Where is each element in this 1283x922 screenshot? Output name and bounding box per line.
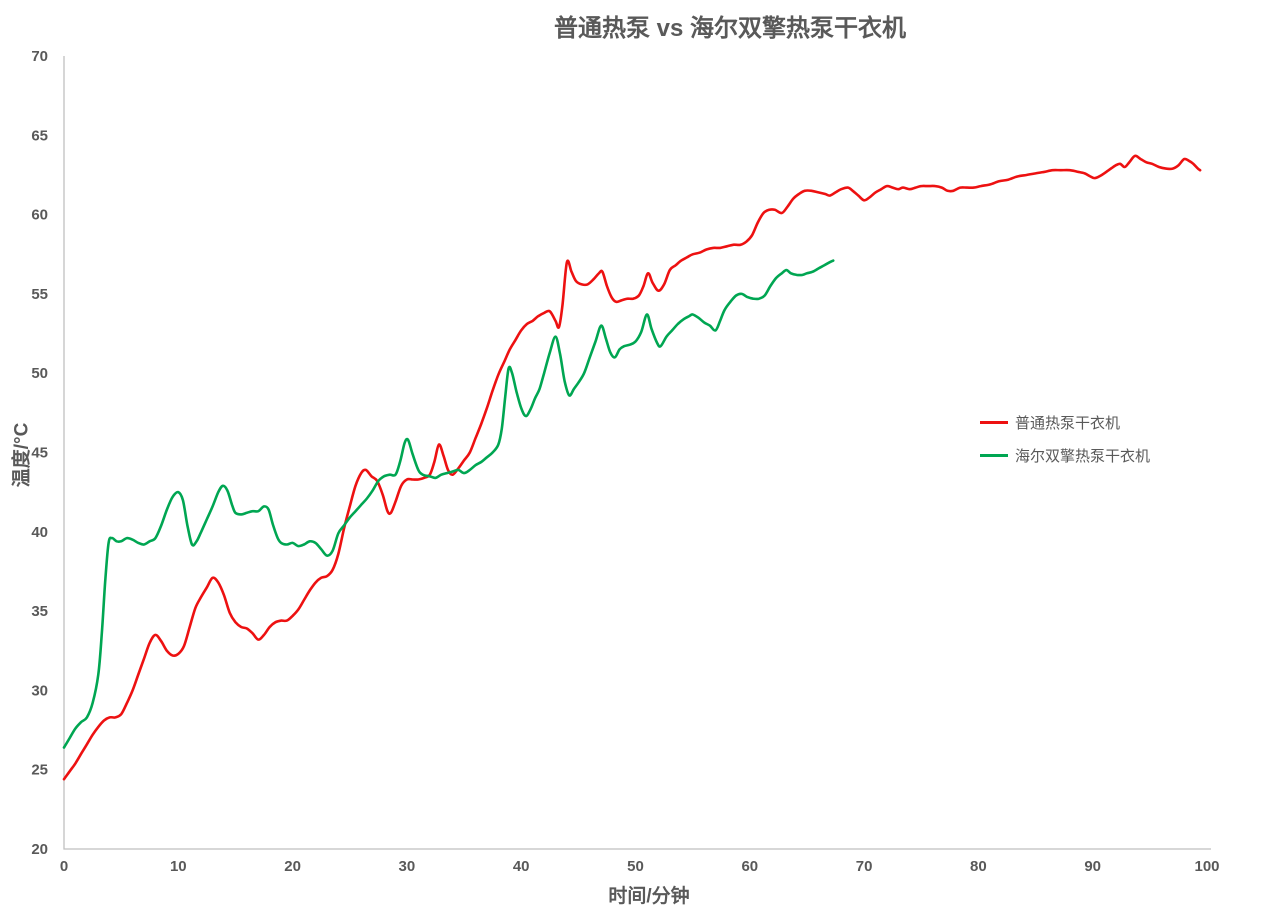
y-tick-label: 70 bbox=[31, 48, 48, 65]
x-tick-label: 10 bbox=[170, 858, 187, 875]
x-tick-label: 50 bbox=[627, 858, 644, 875]
x-tick-label: 100 bbox=[1194, 858, 1219, 875]
x-axis-title: 时间/分钟 bbox=[608, 886, 690, 907]
legend-label: 海尔双擎热泵干衣机 bbox=[1015, 448, 1151, 465]
legend-line-swatch-red bbox=[980, 421, 1008, 424]
x-tick-label: 30 bbox=[399, 858, 416, 875]
x-tick-label: 60 bbox=[741, 858, 758, 875]
y-tick-label: 35 bbox=[31, 603, 48, 620]
y-tick-label: 25 bbox=[31, 762, 48, 779]
legend-label: 普通热泵干衣机 bbox=[1015, 415, 1121, 432]
x-tick-label: 80 bbox=[970, 858, 987, 875]
x-tick-label: 0 bbox=[60, 858, 68, 875]
y-tick-label: 65 bbox=[31, 127, 48, 144]
y-tick-label: 50 bbox=[31, 365, 48, 382]
y-tick-label: 20 bbox=[31, 841, 48, 858]
legend-entry-ordinary-heatpump: 普通热泵干衣机 bbox=[980, 412, 1150, 433]
x-tick-label: 90 bbox=[1084, 858, 1101, 875]
y-tick-label: 60 bbox=[31, 207, 48, 224]
x-tick-label: 70 bbox=[856, 858, 873, 875]
y-tick-label: 30 bbox=[31, 682, 48, 699]
chart-title: 普通热泵 vs 海尔双擎热泵干衣机 bbox=[553, 15, 907, 42]
y-tick-label: 45 bbox=[31, 445, 48, 462]
x-tick-label: 20 bbox=[284, 858, 301, 875]
y-tick-label: 40 bbox=[31, 524, 48, 541]
x-tick-label: 40 bbox=[513, 858, 530, 875]
legend-line-swatch-green bbox=[980, 454, 1008, 457]
series-line-haier-dual-engine bbox=[62, 259, 835, 749]
y-tick-label: 55 bbox=[31, 286, 48, 303]
legend: 普通热泵干衣机 海尔双擎热泵干衣机 bbox=[980, 412, 1150, 466]
axis-lines bbox=[63, 56, 1211, 850]
series-line-ordinary-heatpump bbox=[62, 154, 1202, 781]
legend-entry-haier-dual-engine: 海尔双擎热泵干衣机 bbox=[980, 445, 1150, 466]
